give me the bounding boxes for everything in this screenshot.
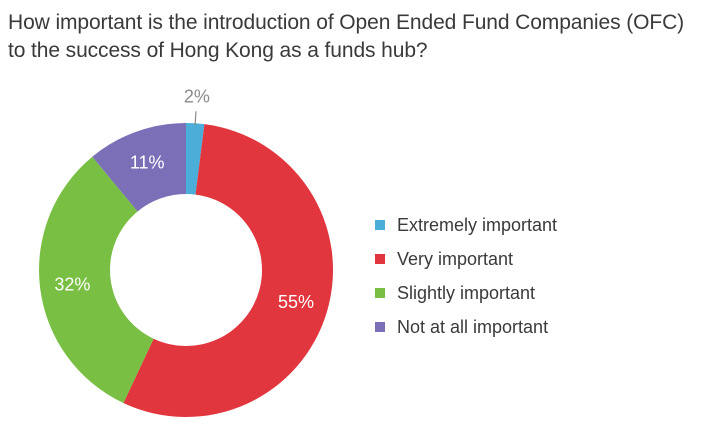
data-label-not-at-all-important: 11% — [130, 152, 165, 172]
data-label-slightly-important: 32% — [54, 274, 90, 294]
slice-extremely-important — [186, 123, 205, 195]
chart-legend: Extremely important Very important Slightl… — [375, 208, 557, 344]
chart-title-line-1: How important is the introduction of Ope… — [8, 11, 685, 34]
data-label-extremely-important: 2% — [184, 86, 210, 106]
slice-not-at-all-important — [92, 123, 186, 212]
leader-line-extremely-important — [194, 111, 197, 126]
legend-label: Extremely important — [397, 214, 558, 235]
legend-label: Very important — [397, 248, 514, 269]
chart-title-line-2: to the success of Hong Kong as a funds h… — [8, 39, 428, 62]
legend-label: Not at all important — [397, 316, 549, 337]
legend-swatch — [375, 220, 385, 230]
legend-item-not-at-all-important: Not at all important — [375, 310, 557, 344]
data-label-very-important: 55% — [278, 292, 314, 312]
legend-item-extremely-important: Extremely important — [375, 208, 557, 242]
legend-item-very-important: Very important — [375, 242, 557, 276]
slice-very-important — [123, 124, 334, 417]
legend-swatch — [375, 288, 385, 298]
legend-swatch — [375, 254, 385, 264]
legend-label: Slightly important — [397, 282, 536, 303]
legend-swatch — [375, 322, 385, 332]
slice-slightly-important — [39, 156, 154, 404]
legend-item-slightly-important: Slightly important — [375, 276, 557, 310]
chart-title: How important is the introduction of Ope… — [8, 9, 708, 65]
